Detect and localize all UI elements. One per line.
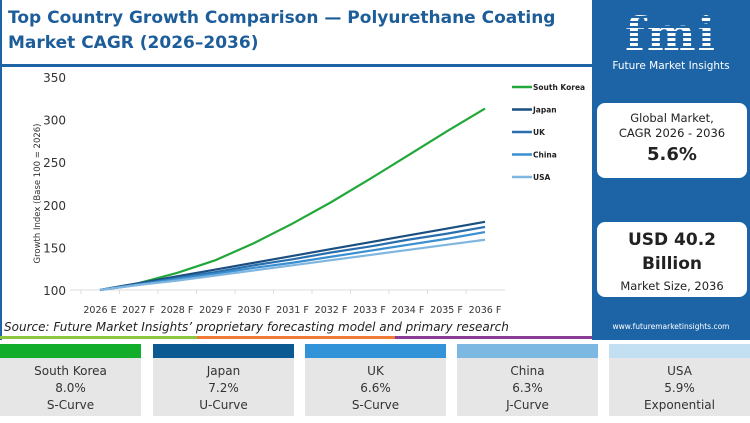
legend-label: China <box>533 151 557 160</box>
x-tick-label: 2031 F <box>276 305 309 316</box>
card-country: USA <box>667 364 692 378</box>
x-tick-label: 2029 F <box>199 305 232 316</box>
summary-panel: fmi Future Market Insights Global Market… <box>592 0 750 340</box>
card-color-bar <box>457 344 598 358</box>
country-card: China 6.3% J-Curve <box>457 344 598 416</box>
brand-name: Future Market Insights <box>612 60 730 72</box>
fmi-logo: fmi Future Market Insights <box>592 8 750 72</box>
market-size-box: USD 40.2 Billion Market Size, 2036 <box>597 222 747 297</box>
card-color-bar <box>609 344 750 358</box>
x-tick-label: 2030 F <box>238 305 271 316</box>
divider <box>0 64 592 67</box>
card-country: China <box>510 364 545 378</box>
card-country: South Korea <box>34 364 107 378</box>
country-card: Japan 7.2% U-Curve <box>153 344 294 416</box>
x-tick-label: 2027 F <box>122 305 155 316</box>
legend-label: Japan <box>532 106 557 115</box>
x-tick-label: 2032 F <box>315 305 348 316</box>
card-curve: S-Curve <box>46 398 95 412</box>
source-note: Source: Future Market Insights’ propriet… <box>4 320 509 334</box>
line-chart: 100 150 200 250 300 350 2026 E 2027 F 2028 F 2029… <box>33 71 585 316</box>
card-cagr: 5.9% <box>664 381 695 395</box>
legend-label: South Korea <box>533 83 585 92</box>
market-size-value: USD 40.2 <box>627 230 717 250</box>
y-tick-label: 250 <box>43 156 66 170</box>
country-card: USA 5.9% Exponential <box>609 344 750 416</box>
card-curve: S-Curve <box>351 398 400 412</box>
card-cagr: 7.2% <box>208 381 239 395</box>
y-tick-label: 200 <box>43 199 66 213</box>
card-color-bar <box>153 344 294 358</box>
x-tick-label: 2033 F <box>353 305 386 316</box>
x-tick-label: 2028 F <box>161 305 194 316</box>
card-curve: Exponential <box>644 398 715 412</box>
country-card: UK 6.6% S-Curve <box>305 344 446 416</box>
x-tick-label: 2036 F <box>469 305 502 316</box>
cagr-label: Global Market, <box>630 111 714 125</box>
x-tick-label: 2026 E <box>83 305 116 316</box>
x-tick-label: 2035 F <box>430 305 463 316</box>
country-card: South Korea 8.0% S-Curve <box>0 344 141 416</box>
y-tick-label: 150 <box>43 241 66 255</box>
y-axis-label: Growth Index (Base 100 = 2026) <box>33 124 43 264</box>
card-curve: J-Curve <box>506 398 549 412</box>
series-line-china <box>99 230 486 292</box>
card-cagr: 6.6% <box>360 381 391 395</box>
card-country: UK <box>367 364 384 378</box>
frame-edge <box>0 0 2 340</box>
market-size-unit: Billion <box>641 254 703 274</box>
legend-label: USA <box>533 173 550 182</box>
card-color-bar <box>305 344 446 358</box>
market-size-label: Market Size, 2036 <box>620 279 724 293</box>
logo-mark: fmi <box>592 8 750 60</box>
card-cagr: 8.0% <box>55 381 86 395</box>
series-line-usa <box>99 238 486 292</box>
website-link[interactable]: www.futuremarketinsights.com <box>612 322 730 331</box>
chart-title: Top Country Growth Comparison — Polyuret… <box>8 8 556 53</box>
legend-label: UK <box>533 128 546 137</box>
x-tick-label: 2034 F <box>392 305 425 316</box>
y-tick-label: 100 <box>43 284 66 298</box>
y-tick-label: 300 <box>43 114 66 128</box>
cagr-value: 5.6% <box>647 144 697 165</box>
series-line-uk <box>99 225 486 292</box>
card-curve: U-Curve <box>199 398 248 412</box>
card-color-bar <box>0 344 141 358</box>
card-country: Japan <box>206 364 241 378</box>
color-strip <box>0 336 592 339</box>
y-tick-label: 350 <box>43 71 66 85</box>
cagr-box: Global Market, CAGR 2026 - 2036 5.6% <box>597 103 747 178</box>
card-cagr: 6.3% <box>512 381 543 395</box>
cagr-period: CAGR 2026 - 2036 <box>618 126 726 140</box>
